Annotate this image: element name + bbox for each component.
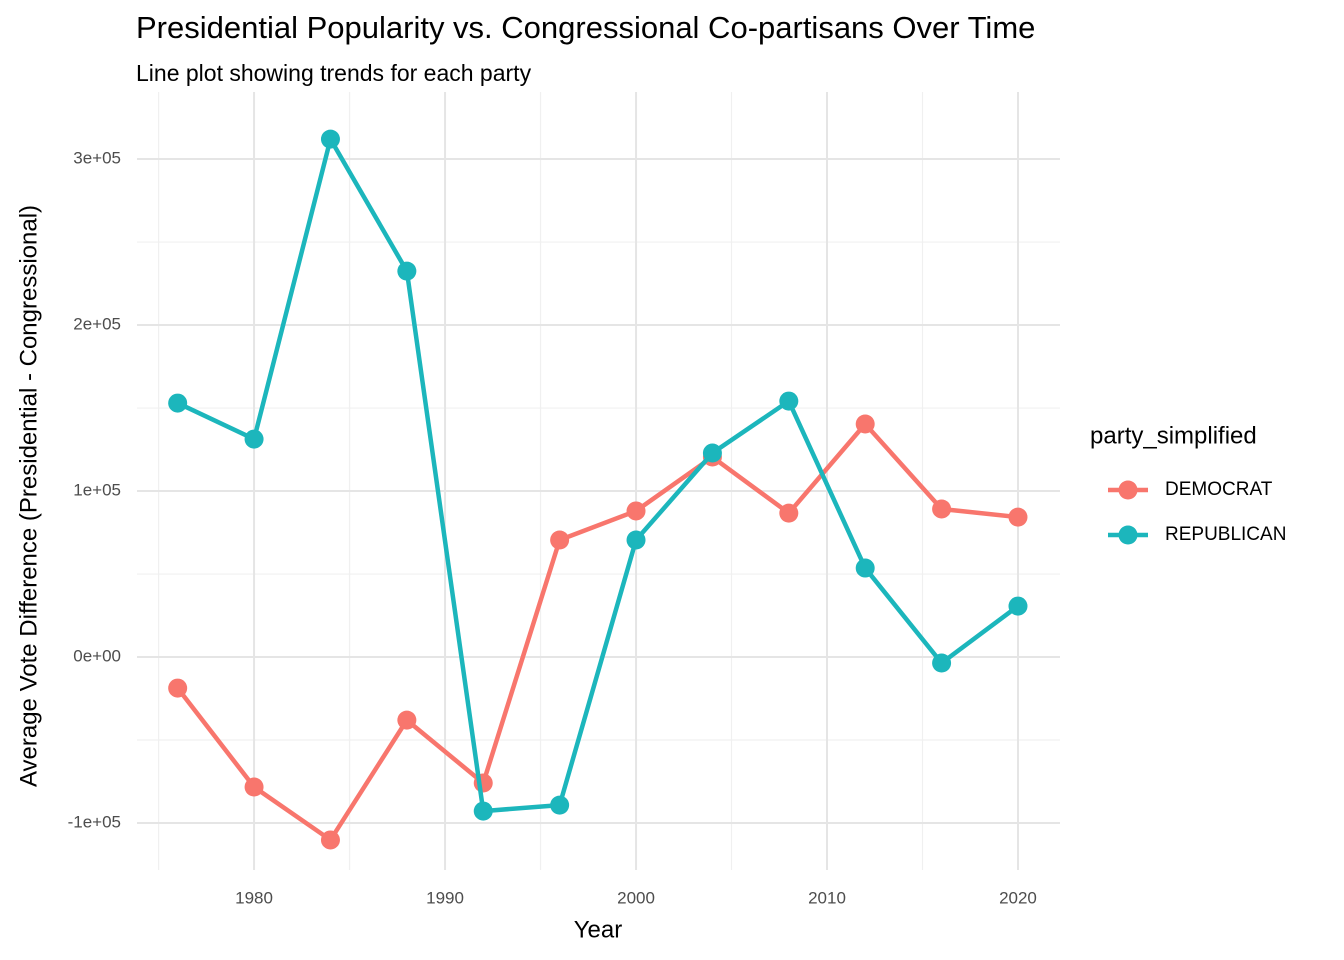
data-point: [397, 261, 417, 281]
x-tick-label: 2020: [999, 888, 1037, 907]
data-point: [244, 429, 264, 449]
data-point: [855, 414, 875, 434]
data-point: [626, 501, 646, 521]
data-point: [779, 503, 799, 523]
data-point: [320, 830, 340, 850]
data-point: [626, 530, 646, 550]
data-point: [168, 393, 188, 413]
data-point: [932, 653, 952, 673]
x-tick-label: 1980: [235, 888, 273, 907]
data-point: [550, 795, 570, 815]
y-axis-title: Average Vote Difference (Presidential - …: [15, 205, 42, 787]
data-point: [320, 129, 340, 149]
y-tick-label: -1e+05: [68, 813, 121, 832]
series-line: [176, 136, 1020, 814]
data-point: [779, 391, 799, 411]
x-tick-label: 2010: [808, 888, 846, 907]
data-point: [932, 499, 952, 519]
data-point: [855, 558, 875, 578]
y-tick-label: 1e+05: [73, 481, 121, 500]
chart-title: Presidential Popularity vs. Congressiona…: [136, 10, 1035, 45]
data-point: [168, 678, 188, 698]
legend-label: DEMOCRAT: [1165, 479, 1273, 500]
data-point: [702, 443, 722, 463]
x-tick-label: 1990: [426, 888, 464, 907]
y-tick-label: 2e+05: [73, 315, 121, 334]
x-tick-label: 2000: [617, 888, 655, 907]
series-line: [175, 421, 1019, 843]
data-point: [1008, 596, 1028, 616]
data-point: [1008, 507, 1028, 527]
legend-key-point: [1118, 525, 1138, 545]
legend-title: party_simplified: [1090, 422, 1257, 449]
x-axis-title: Year: [574, 916, 623, 943]
y-tick-label: 0e+00: [73, 647, 121, 666]
data-point: [397, 710, 417, 730]
data-point: [550, 530, 570, 550]
legend-key-point: [1118, 480, 1138, 500]
data-point: [473, 801, 493, 821]
legend-label: REPUBLICAN: [1165, 524, 1286, 545]
y-tick-label: 3e+05: [73, 149, 121, 168]
chart-subtitle: Line plot showing trends for each party: [136, 60, 532, 86]
data-point: [244, 777, 264, 797]
